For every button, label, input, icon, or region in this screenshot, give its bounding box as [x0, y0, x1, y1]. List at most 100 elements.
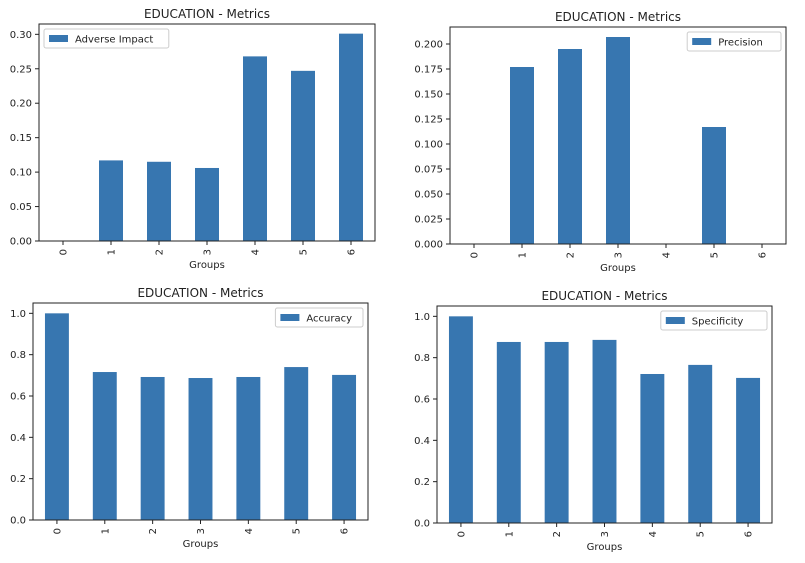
bar-3 — [188, 378, 213, 520]
y-tick-label: 0.200 — [414, 40, 443, 51]
y-tick-label: 0.15 — [10, 133, 32, 144]
x-tick-label: 5 — [292, 528, 303, 534]
legend: Accuracy — [274, 307, 364, 328]
legend-box — [43, 28, 170, 49]
chart-title: EDUCATION - Metrics — [555, 10, 681, 24]
x-tick-label: 6 — [347, 249, 358, 255]
x-axis-label: Groups — [587, 542, 623, 553]
y-tick-label: 0.100 — [414, 140, 443, 151]
bar-2 — [147, 161, 171, 241]
subplot-3: 0.0 0.2 0.4 0.6 0.8 1.0 0 1 2 3 4 5 6 Groups EDUCATION… — [414, 289, 773, 553]
bar-6 — [332, 374, 357, 520]
y-tick-label: 1.0 — [414, 312, 430, 323]
y-tick-label: 0.6 — [10, 392, 26, 403]
legend-box — [274, 307, 364, 328]
x-tick-label: 5 — [299, 249, 310, 255]
x-tick-label: 0 — [52, 528, 63, 534]
x-axis-label: Groups — [600, 263, 636, 274]
bar-0 — [44, 313, 69, 520]
x-tick-label: 6 — [340, 528, 351, 534]
legend-swatch — [665, 317, 685, 324]
x-tick-label: 6 — [744, 531, 755, 537]
legend-swatch — [280, 314, 300, 321]
x-tick-label: 4 — [662, 252, 673, 258]
bar-0 — [448, 316, 473, 523]
bar-1 — [99, 160, 123, 241]
bar-2 — [558, 49, 582, 244]
y-tick-label: 0.175 — [414, 65, 443, 76]
bar-1 — [496, 341, 521, 523]
x-tick-label: 3 — [203, 249, 214, 255]
x-tick-label: 6 — [758, 252, 769, 258]
legend-label: Specificity — [692, 317, 744, 328]
x-tick-label: 3 — [196, 528, 207, 534]
y-tick-label: 0.050 — [414, 190, 443, 201]
legend-swatch — [692, 38, 712, 45]
chart-title: EDUCATION - Metrics — [144, 7, 270, 21]
y-tick-label: 0.025 — [414, 215, 443, 226]
bar-3 — [195, 167, 219, 241]
bar-4 — [243, 56, 267, 241]
x-tick-label: 4 — [648, 531, 659, 537]
legend-box — [686, 31, 782, 52]
bar-6 — [736, 377, 761, 523]
x-tick-label: 4 — [244, 528, 255, 534]
legend-label: Precision — [718, 38, 763, 49]
y-tick-label: 0.125 — [414, 115, 443, 126]
y-tick-label: 0.25 — [10, 64, 32, 75]
legend: Precision — [686, 31, 782, 52]
x-tick-label: 1 — [107, 249, 118, 255]
x-tick-label: 2 — [566, 252, 577, 258]
y-tick-label: 0.6 — [414, 395, 430, 406]
subplot-2: 0.0 0.2 0.4 0.6 0.8 1.0 0 1 2 3 4 5 6 Groups EDUCATION… — [10, 286, 369, 550]
x-tick-label: 4 — [251, 249, 262, 255]
y-tick-label: 0.075 — [414, 165, 443, 176]
x-tick-label: 1 — [504, 531, 515, 537]
y-tick-label: 0.20 — [10, 99, 32, 110]
legend-box — [660, 310, 768, 331]
x-tick-label: 0 — [456, 531, 467, 537]
y-tick-label: 0.0 — [10, 516, 26, 527]
x-tick-label: 2 — [148, 528, 159, 534]
y-tick-label: 0.00 — [10, 237, 32, 248]
chart-title: EDUCATION - Metrics — [541, 289, 667, 303]
y-tick-label: 0.4 — [414, 436, 430, 447]
y-tick-label: 0.05 — [10, 202, 32, 213]
y-tick-label: 0.4 — [10, 433, 26, 444]
bar-5 — [284, 367, 309, 520]
x-axis-label: Groups — [189, 260, 225, 271]
subplot-1: 0.000 0.025 0.050 0.075 0.100 0.125 0.150 0.175… — [414, 10, 787, 274]
y-tick-label: 0.2 — [10, 474, 26, 485]
bar-4 — [236, 376, 261, 520]
y-tick-label: 0.150 — [414, 90, 443, 101]
legend-label: Accuracy — [306, 314, 352, 325]
chart-title: EDUCATION - Metrics — [137, 286, 263, 300]
y-tick-label: 0.2 — [414, 477, 430, 488]
x-tick-label: 3 — [614, 252, 625, 258]
x-axis-label: Groups — [183, 539, 219, 550]
y-tick-label: 0.000 — [414, 240, 443, 251]
bar-5 — [702, 127, 726, 244]
bar-5 — [688, 364, 713, 523]
x-tick-label: 2 — [155, 249, 166, 255]
bar-6 — [339, 33, 363, 242]
y-tick-label: 0.0 — [414, 519, 430, 530]
bar-4 — [640, 373, 665, 523]
x-tick-label: 0 — [470, 252, 481, 258]
legend: Adverse Impact — [43, 28, 170, 49]
x-tick-label: 1 — [518, 252, 529, 258]
subplot-0: 0.00 0.05 0.10 0.15 0.20 0.25 0.30 0 1 2 3 4 5 6 Group… — [10, 7, 376, 271]
bar-1 — [510, 67, 534, 244]
y-tick-label: 0.30 — [10, 30, 32, 41]
bar-2 — [140, 376, 165, 520]
y-tick-label: 0.8 — [10, 350, 26, 361]
bar-5 — [291, 70, 315, 241]
y-tick-label: 0.8 — [414, 353, 430, 364]
x-tick-label: 1 — [100, 528, 111, 534]
bar-3 — [592, 339, 617, 523]
x-tick-label: 2 — [552, 531, 563, 537]
x-tick-label: 5 — [710, 252, 721, 258]
legend-label: Adverse Impact — [75, 35, 153, 46]
x-tick-label: 3 — [600, 531, 611, 537]
